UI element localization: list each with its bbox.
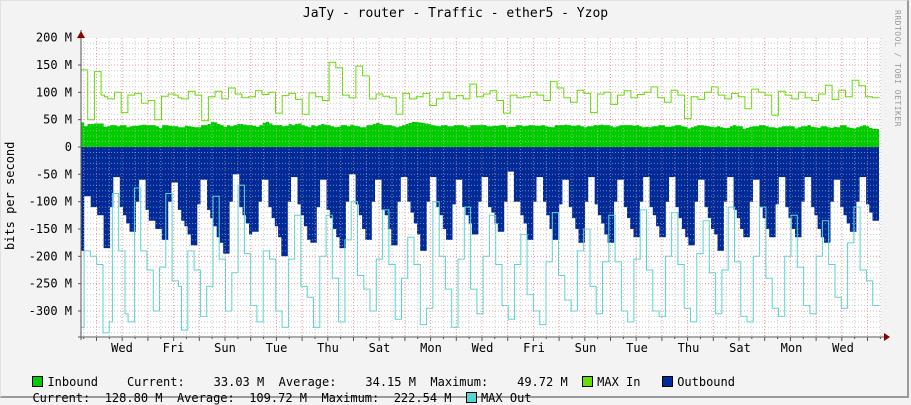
x-tick-label: Thu xyxy=(678,341,700,355)
y-tick-label: -200 M xyxy=(29,249,72,263)
inbound-swatch xyxy=(32,376,44,387)
legend-row-2: Current: 128.80 M Average: 109.72 M Maxi… xyxy=(18,377,532,405)
outbound-average-label: Average: xyxy=(176,391,235,405)
x-tick-label: Wed xyxy=(832,341,854,355)
x-tick-label: Tue xyxy=(626,341,648,355)
x-tick-label: Fri xyxy=(523,341,545,355)
y-tick-label: 100 M xyxy=(36,85,72,99)
inbound-legend-label: Inbound xyxy=(47,375,99,389)
inbound-current-value: 33.03 M xyxy=(213,375,265,389)
y-tick-label: -250 M xyxy=(29,277,72,291)
x-tick-label: Fri xyxy=(163,341,185,355)
x-tick-label: Tue xyxy=(266,341,288,355)
outbound-maximum-value: 222.54 M xyxy=(393,391,452,405)
x-tick-label: Wed xyxy=(111,341,133,355)
grid-overlay xyxy=(81,38,881,341)
x-tick-label: Wed xyxy=(472,341,494,355)
max-in-swatch xyxy=(582,376,594,387)
inbound-area xyxy=(81,121,879,147)
inbound-maximum-value: 49.72 M xyxy=(517,375,568,389)
y-tick-label: -300 M xyxy=(29,304,72,318)
y-axis-ticks: 200 M 150 M 100 M 50 M 0 -50 M -100 M -150 M -20… xyxy=(29,31,81,318)
y-tick-label: 200 M xyxy=(36,31,72,45)
x-tick-label: Mon xyxy=(420,341,442,355)
y-tick-label: -100 M xyxy=(29,195,72,209)
chart-title: JaTy - router - Traffic - ether5 - Yzop xyxy=(302,6,609,21)
x-tick-label: Sat xyxy=(729,341,751,355)
rrdtool-watermark: RRDTOOL / TOBI OETIKER xyxy=(893,10,902,127)
inbound-average-value: 34.15 M xyxy=(365,375,416,389)
y-tick-label: 150 M xyxy=(36,58,72,72)
max-out-legend-label: MAX Out xyxy=(480,391,532,405)
x-tick-label: Thu xyxy=(317,341,339,355)
outbound-average-value: 109.72 M xyxy=(249,391,307,405)
x-tick-label: Sun xyxy=(575,341,597,355)
y-tick-label: 50 M xyxy=(43,113,72,127)
x-tick-label: Mon xyxy=(781,341,803,355)
legend-row-1: Inbound Current: 33.03 M Average: 34.15 … xyxy=(18,361,735,389)
inbound-maximum-label: Maximum: xyxy=(430,375,489,389)
outbound-legend-label: Outbound xyxy=(677,375,735,389)
outbound-current-label: Current: xyxy=(32,391,91,405)
outbound-maximum-label: Maximum: xyxy=(321,391,380,405)
max-in-line xyxy=(81,61,879,122)
max-out-swatch xyxy=(465,392,477,403)
x-tick-label: Sat xyxy=(369,341,391,355)
x-tick-label: Sun xyxy=(214,341,236,355)
traffic-chart: 200 M 150 M 100 M 50 M 0 -50 M -100 M -150 M -20… xyxy=(29,30,890,355)
outbound-swatch xyxy=(662,376,674,387)
inbound-average-label: Average: xyxy=(278,375,337,389)
x-axis-ticks: Wed Fri Sun Tue Thu Sat Mon Wed Fri Sun Tue Thu Sat M… xyxy=(111,341,854,355)
y-axis-arrow-icon xyxy=(77,31,85,38)
outbound-current-value: 128.80 M xyxy=(104,391,163,405)
y-tick-label: 0 xyxy=(65,140,72,154)
y-tick-label: -50 M xyxy=(36,167,72,181)
inbound-current-label: Current: xyxy=(126,375,185,389)
max-in-legend-label: MAX In xyxy=(597,375,641,389)
y-tick-label: -150 M xyxy=(29,222,72,236)
x-axis-arrow-icon xyxy=(884,333,890,341)
